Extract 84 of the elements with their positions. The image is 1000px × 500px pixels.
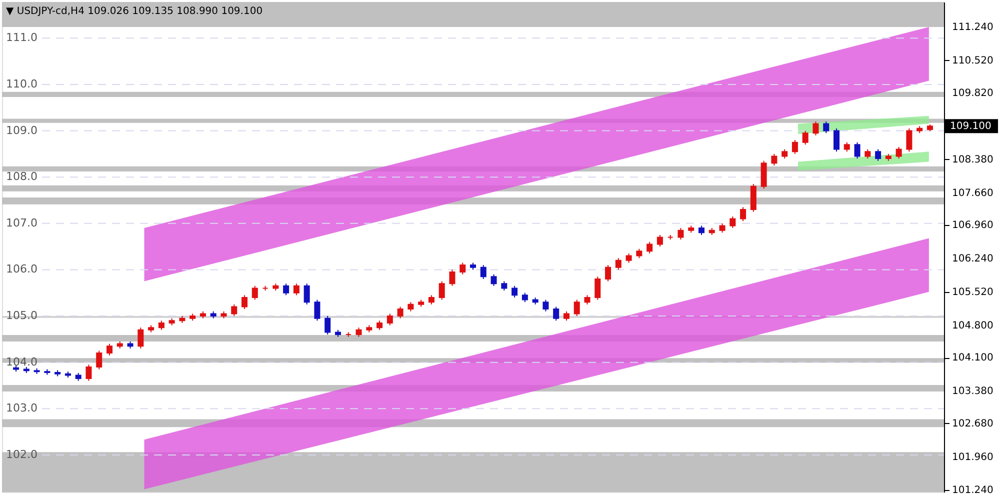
candlestick (605, 264, 612, 282)
candlestick (501, 280, 508, 292)
candlestick (86, 364, 92, 382)
ref-line-label: 108.0 (6, 170, 38, 184)
y-tick-label: 101.960 (952, 452, 994, 463)
candlestick (106, 343, 112, 356)
ref-line-label: 109.0 (6, 124, 38, 137)
candlestick (646, 241, 653, 254)
candlestick (512, 285, 518, 298)
y-tick-label: 109.820 (952, 88, 994, 99)
candlestick (376, 320, 383, 330)
ref-line-label: 106.0 (6, 262, 38, 276)
ref-line-label: 105.0 (6, 309, 38, 322)
candlestick (875, 148, 882, 162)
candlestick (812, 120, 819, 136)
candlestick (844, 142, 850, 152)
y-tick-label: 107.660 (952, 188, 994, 199)
candlestick (138, 327, 144, 349)
candlestick (408, 302, 414, 312)
candlestick (522, 292, 528, 303)
ref-line-label: 103.0 (6, 402, 38, 415)
candlestick (324, 316, 331, 336)
candlestick (231, 304, 238, 317)
candlestick (96, 350, 102, 370)
candlestick (698, 225, 704, 236)
candlestick (834, 128, 840, 152)
candlestick (386, 313, 393, 326)
candlestick (636, 248, 642, 259)
candlestick (678, 228, 684, 240)
y-tick-label: 106.960 (952, 220, 994, 232)
ref-line-label: 102.0 (6, 448, 38, 461)
candlestick (293, 283, 300, 296)
candlestick (792, 140, 798, 154)
candlestick (460, 262, 466, 275)
candlestick (480, 264, 486, 280)
candlestick (283, 283, 290, 296)
chart-title: ▼ USDJPY-cd,H4 109.026 109.135 108.990 109.100 (6, 6, 263, 17)
y-tick-label: 105.520 (952, 286, 994, 298)
candlestick (438, 280, 445, 300)
candlestick (356, 327, 362, 338)
y-tick-label: 103.380 (952, 386, 994, 398)
candlestick (823, 120, 830, 134)
candlestick (740, 206, 746, 222)
candlestick (730, 216, 736, 229)
candlestick (397, 306, 404, 319)
y-tick-label: 108.380 (952, 154, 994, 166)
candlestick (428, 294, 434, 305)
y-tick-label: 111.240 (952, 22, 994, 34)
candlestick (252, 285, 258, 300)
candlestick (802, 130, 808, 146)
y-tick-label: 104.800 (952, 320, 994, 332)
y-tick-label: 110.520 (952, 55, 994, 66)
candlestick (760, 160, 767, 190)
candlestick (542, 299, 549, 312)
candlestick (771, 153, 778, 166)
candlestick (584, 294, 590, 305)
y-tick-label: 106.240 (952, 254, 994, 265)
text: 109.100 (950, 121, 992, 132)
y-tick-label: 104.100 (952, 352, 994, 364)
candlestick (574, 299, 580, 317)
candlestick (782, 148, 788, 160)
candlestick (242, 294, 248, 310)
ref-line-label: 107.0 (6, 216, 38, 230)
candlestick (314, 299, 320, 322)
candlestick (449, 269, 456, 286)
candlestick (615, 258, 622, 270)
candlestick (158, 320, 164, 330)
ref-line-label: 111.0 (6, 31, 38, 44)
candlestick (750, 184, 756, 212)
candlestick (626, 252, 632, 264)
candlestick (906, 128, 912, 152)
y-tick-label: 101.240 (952, 485, 994, 496)
candlestick (896, 146, 902, 160)
candlestick (656, 234, 663, 248)
y-tick-label: 102.680 (952, 418, 994, 430)
candlestick (594, 276, 601, 300)
candlestick (854, 142, 860, 160)
candlestick (864, 148, 871, 160)
ref-line-label: 110.0 (6, 77, 38, 90)
candlestick (563, 310, 570, 322)
candlestick (490, 274, 497, 286)
candlestick (719, 222, 726, 234)
candlestick (304, 283, 310, 305)
candlestick (553, 306, 560, 322)
